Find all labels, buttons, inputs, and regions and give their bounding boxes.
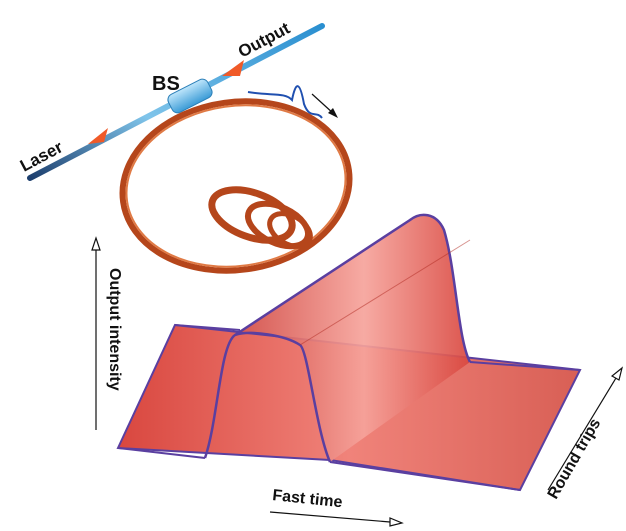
intensity-surface [118,215,580,490]
label-fast-time: Fast time [272,487,344,511]
arrow-output [222,60,244,76]
label-round-trips: Round trips [545,416,605,502]
diagram: Laser BS Output Output intensity Fast ti… [0,0,626,531]
label-output-intensity: Output intensity [106,268,123,391]
label-bs: BS [152,73,180,95]
